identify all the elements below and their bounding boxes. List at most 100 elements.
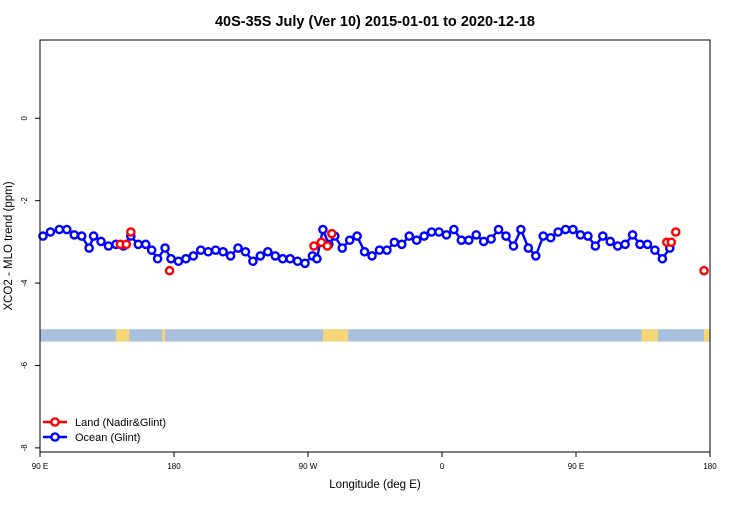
ocean-point: [203, 246, 214, 257]
ocean-point: [382, 245, 392, 255]
ocean-point: [188, 251, 199, 261]
ocean-point: [404, 231, 415, 241]
ocean-point: [262, 246, 273, 257]
ocean-point: [54, 224, 65, 235]
ocean-strip: [40, 329, 710, 342]
ocean-point: [210, 245, 221, 255]
ocean-point: [152, 253, 163, 264]
ocean-point: [233, 243, 243, 253]
ocean-point: [277, 253, 288, 264]
ocean-point: [642, 239, 653, 250]
ocean-point: [367, 251, 377, 261]
land-segment: [115, 329, 130, 342]
ocean-point: [374, 245, 385, 255]
x-tick-label: 90 E: [32, 462, 48, 471]
ocean-point: [300, 258, 310, 269]
ocean-point: [140, 239, 151, 250]
ocean-point: [456, 235, 467, 246]
ocean-point: [181, 253, 191, 264]
legend-label: Land (Nadir&Glint): [75, 417, 166, 429]
ocean-point: [173, 256, 184, 267]
y-axis-label: XCO2 - MLO trend (ppm): [3, 181, 15, 310]
ocean-point: [486, 234, 496, 244]
ocean-point: [88, 231, 99, 241]
ocean-point: [195, 245, 206, 255]
series-land: [115, 227, 709, 276]
ocean-point: [463, 235, 474, 246]
ocean-point: [318, 224, 328, 235]
land-point: [327, 228, 337, 239]
chart-title: 40S-35S July (Ver 10) 2015-01-01 to 2020…: [215, 14, 535, 30]
land-point: [164, 265, 175, 276]
ocean-point: [352, 231, 362, 241]
y-tick-label: -8: [20, 444, 29, 452]
x-tick-label: 180: [703, 462, 717, 471]
ocean-point: [38, 231, 48, 241]
ocean-point: [605, 236, 616, 247]
ocean-point: [411, 235, 422, 246]
y-tick-label: -4: [20, 279, 29, 287]
ocean-point: [270, 251, 281, 261]
ocean-point: [612, 241, 623, 251]
ocean-point: [538, 231, 549, 241]
land-segment: [162, 329, 166, 342]
ocean-point: [560, 224, 571, 235]
legend-item: Ocean (Glint): [43, 432, 140, 444]
x-tick-label: 180: [167, 462, 181, 471]
ocean-point: [103, 241, 114, 251]
x-axis: 90 E 180 90 W 0 90 E 180: [32, 452, 717, 471]
y-axis: 0 -2 -4 -6 -8: [20, 116, 40, 452]
ocean-point: [84, 243, 94, 253]
ocean-point: [478, 236, 489, 247]
ocean-point: [516, 224, 526, 235]
ocean-point: [218, 246, 228, 257]
legend-marker: [50, 417, 60, 427]
legend-marker: [50, 432, 60, 442]
legend: Land (Nadir&Glint) Ocean (Glint): [43, 417, 166, 444]
series-ocean: [38, 224, 675, 269]
ocean-point: [508, 241, 519, 251]
ocean-point: [441, 230, 452, 240]
y-tick-label: 0: [20, 116, 29, 121]
ocean-point: [76, 231, 87, 241]
ocean-point: [255, 251, 266, 261]
ocean-point: [501, 231, 511, 241]
ocean-point: [337, 243, 348, 253]
ocean-point: [344, 235, 355, 246]
ocean-point: [523, 243, 534, 253]
ocean-point: [426, 227, 437, 237]
ocean-point: [657, 253, 668, 264]
ocean-point: [96, 236, 106, 247]
ocean-point: [312, 253, 322, 264]
ocean-point: [575, 230, 586, 240]
ocean-point: [434, 227, 444, 237]
ocean-point: [45, 227, 56, 237]
ocean-point: [627, 230, 638, 240]
x-tick-label: 90 E: [568, 462, 584, 471]
legend-item: Land (Nadir&Glint): [43, 417, 166, 429]
ocean-point: [620, 239, 630, 250]
ocean-point: [583, 231, 593, 241]
land-point: [322, 241, 333, 251]
ocean-point: [146, 245, 157, 255]
ocean-point: [248, 256, 258, 267]
ocean-point: [166, 253, 176, 264]
land-point: [309, 241, 319, 251]
ocean-point: [292, 256, 303, 267]
ocean-point: [568, 224, 578, 235]
ocean-point: [531, 251, 541, 261]
land-point: [121, 239, 132, 250]
ocean-point: [160, 243, 170, 253]
ocean-point: [62, 224, 72, 235]
ocean-point: [69, 230, 80, 240]
ocean-point: [240, 246, 251, 257]
land-segment: [322, 329, 349, 342]
x-tick-label: 90 W: [299, 462, 318, 471]
ocean-point: [419, 231, 429, 241]
ocean-point: [449, 224, 459, 235]
land-point: [666, 237, 677, 248]
ocean-point: [545, 232, 556, 243]
plot-area: [38, 224, 710, 342]
